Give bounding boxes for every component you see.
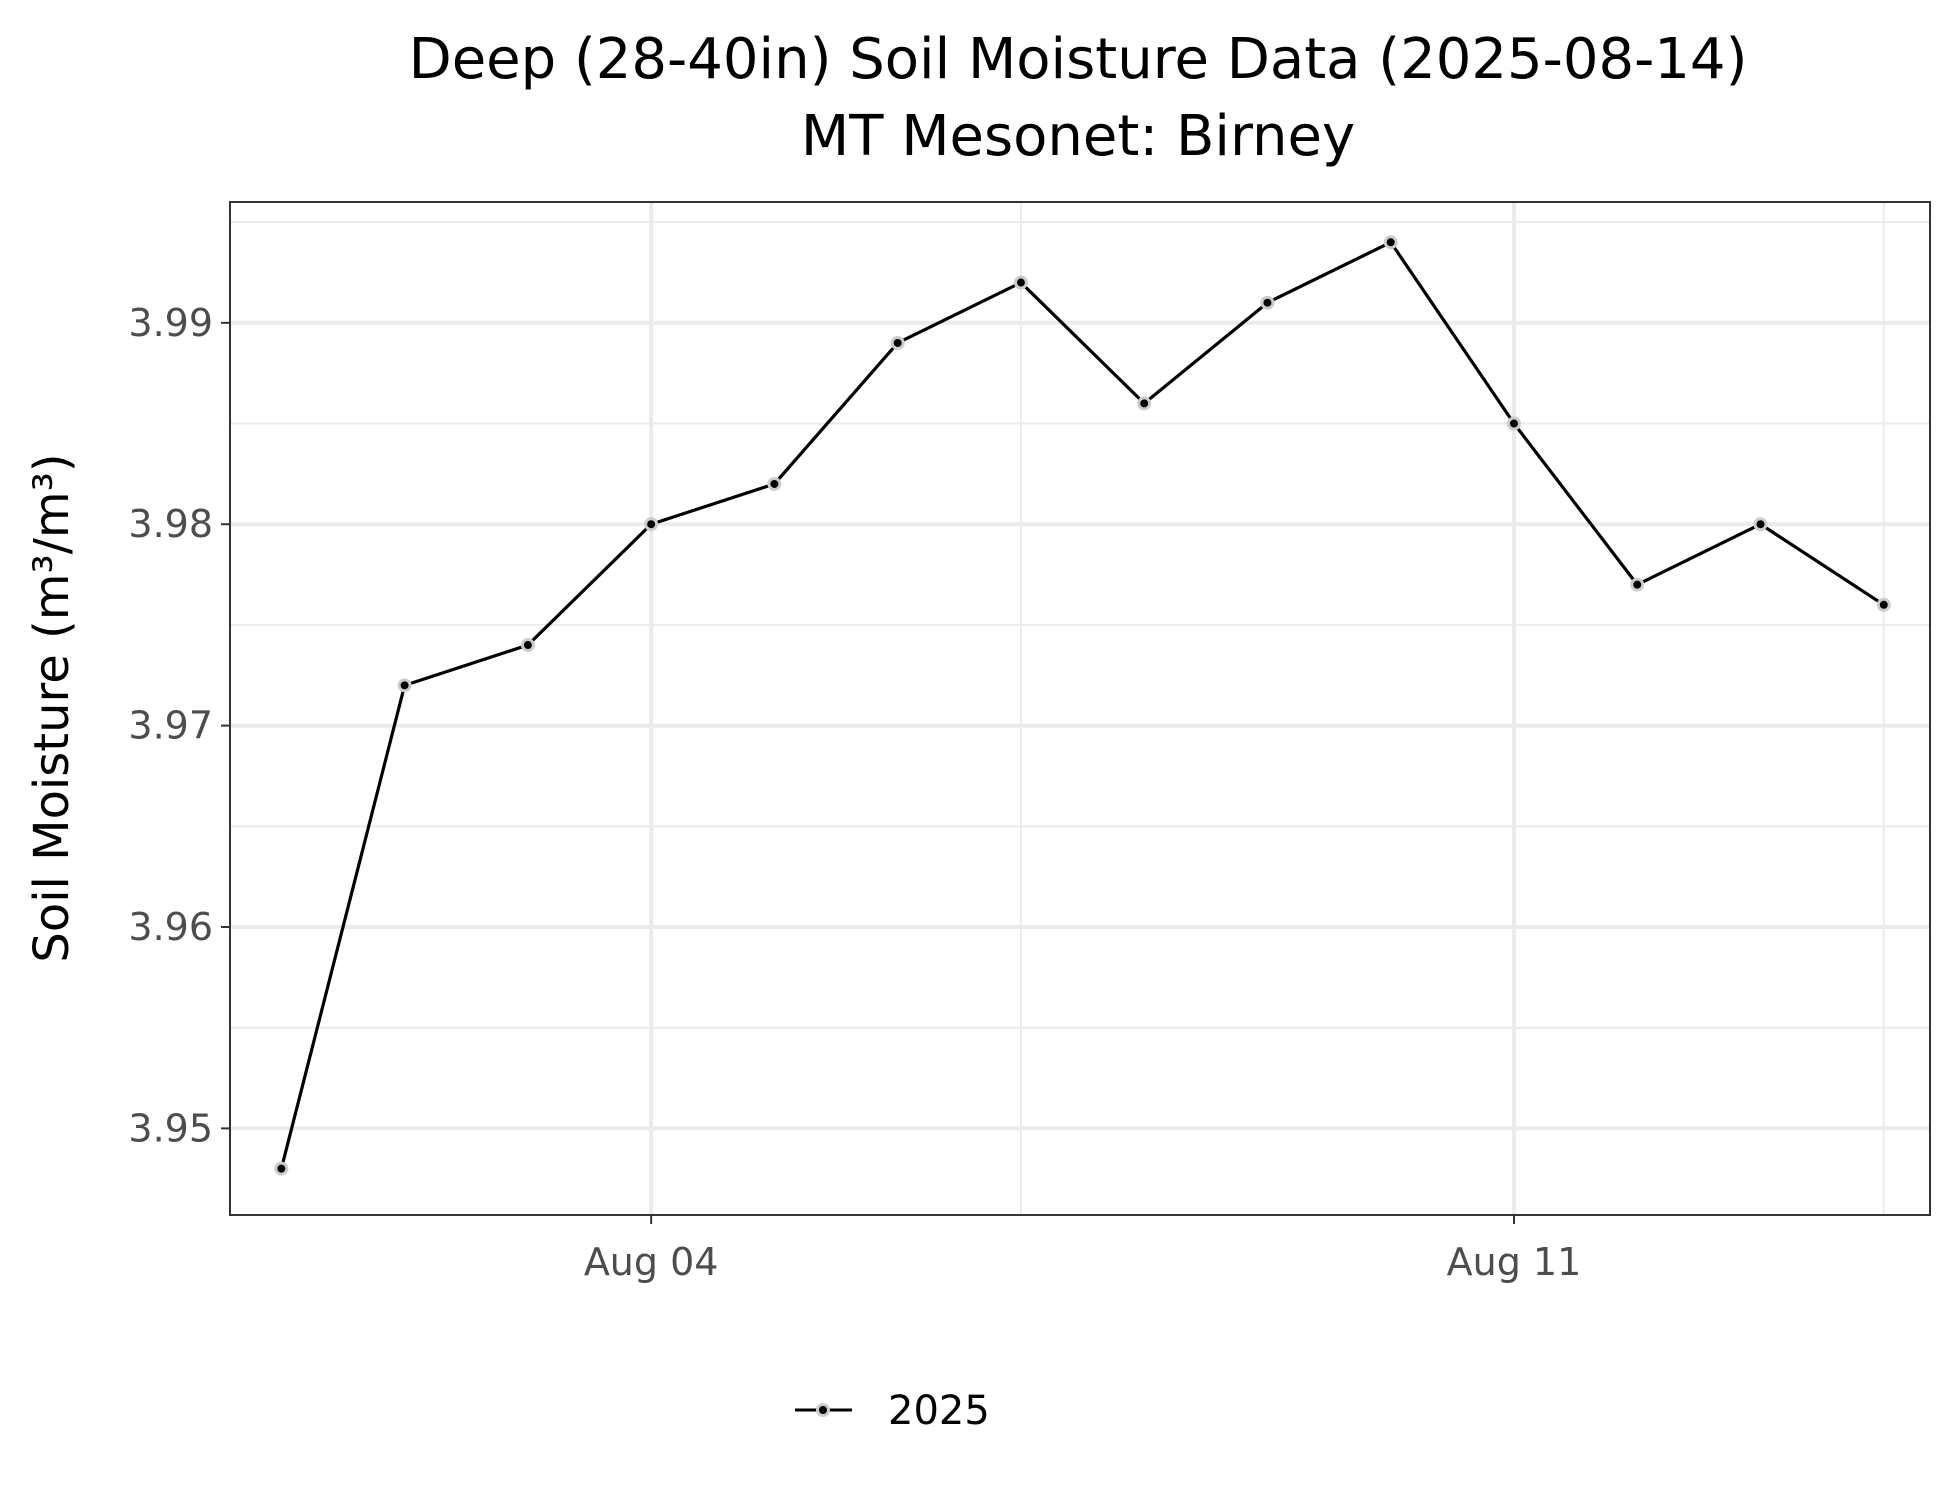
minor-gridlines (230, 202, 1930, 1215)
data-point (1013, 275, 1028, 290)
data-point (1753, 517, 1768, 532)
legend: 2025 (795, 1388, 990, 1434)
series-line-2025 (279, 240, 1885, 1170)
data-point (1383, 235, 1398, 250)
legend-key-point (816, 1403, 830, 1417)
y-tick-label: 3.99 (128, 301, 213, 345)
data-point (1506, 416, 1521, 431)
y-tick-labels: 3.95 3.96 3.97 3.98 3.99 (128, 301, 213, 1151)
y-tick-label: 3.95 (128, 1106, 213, 1150)
data-point (397, 678, 412, 693)
data-point (767, 476, 782, 491)
major-gridlines (230, 202, 1930, 1215)
plot-panel-border (229, 201, 1931, 1216)
data-point (520, 638, 535, 653)
x-tick-label: Aug 04 (584, 1240, 719, 1284)
chart-subtitle: MT Mesonet: Birney (801, 104, 1355, 169)
x-tick-label: Aug 11 (1447, 1240, 1582, 1284)
data-point (1137, 396, 1152, 411)
y-axis-label: Soil Moisture (m³/m³) (24, 453, 80, 962)
data-point (1876, 597, 1891, 612)
y-tick-label: 3.96 (128, 905, 213, 949)
data-point (644, 517, 659, 532)
series-layer (274, 235, 1891, 1176)
data-point (890, 335, 905, 350)
x-tick-labels: Aug 04 Aug 11 (584, 1240, 1581, 1284)
data-point (274, 1161, 289, 1176)
data-point (1260, 295, 1275, 310)
y-tick-label: 3.98 (128, 502, 213, 546)
axis-ticks (221, 321, 1515, 1224)
chart-title: Deep (28-40in) Soil Moisture Data (2025-… (409, 27, 1748, 92)
legend-label: 2025 (888, 1388, 990, 1434)
y-tick-label: 3.97 (128, 704, 213, 748)
data-point (1630, 577, 1645, 592)
